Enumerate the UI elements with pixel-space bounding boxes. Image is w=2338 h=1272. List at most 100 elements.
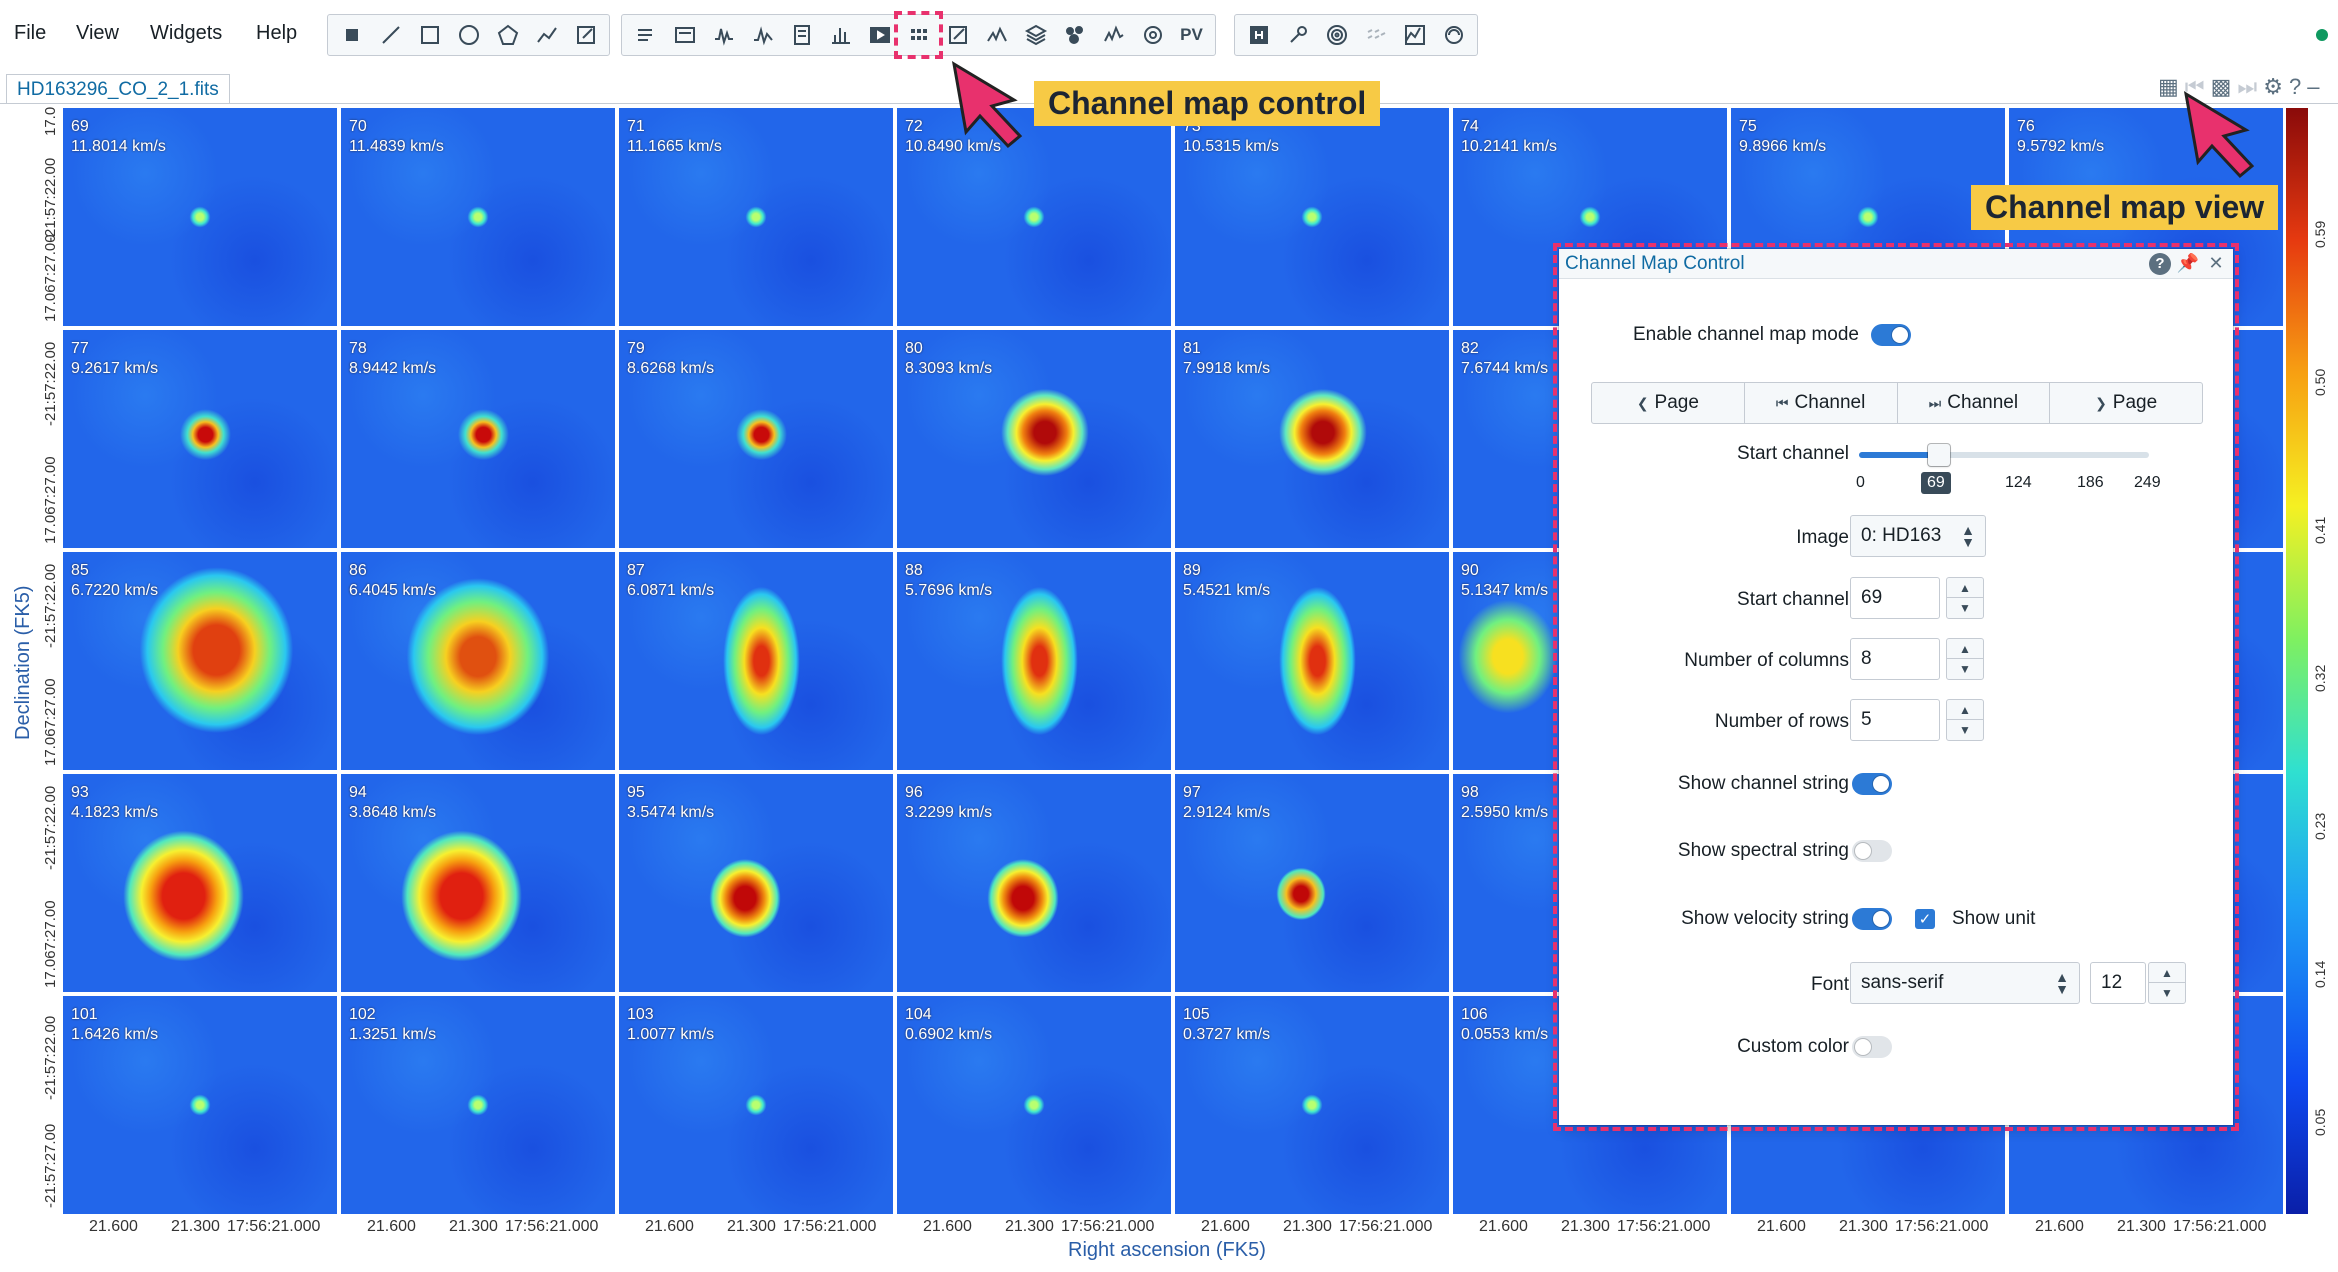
catalog-icon[interactable] [1055,16,1094,54]
channel-map-view-icon[interactable]: ▦ [2158,74,2179,99]
image-fitting-icon[interactable] [1395,16,1434,54]
channel-map-control-icon[interactable] [894,11,943,59]
channel-panel[interactable]: 81 7.9918 km/s [1175,330,1449,548]
help-icon[interactable]: ? [2288,74,2302,99]
previous-page-button[interactable]: ❮ Page [1592,383,1745,423]
hdu-header-icon[interactable] [1239,16,1278,54]
channel-panel[interactable]: 71 11.1665 km/s [619,108,893,326]
channel-panel[interactable]: 69 11.8014 km/s [63,108,337,326]
render-config-icon[interactable] [938,16,977,54]
stepper-down-icon[interactable]: ▼ [2161,986,2173,1000]
polyline-region-icon[interactable] [527,16,566,54]
spatial-profiler-icon[interactable] [704,16,743,54]
histogram-icon[interactable] [821,16,860,54]
font-size-stepper[interactable]: ▲ ▼ [2148,962,2186,1004]
layer-list-icon[interactable] [1016,16,1055,54]
channel-panel[interactable]: 79 8.6268 km/s [619,330,893,548]
stepper-down-icon[interactable]: ▼ [1959,662,1971,676]
columns-stepper[interactable]: ▲ ▼ [1946,638,1984,680]
channel-panel[interactable]: 78 8.9442 km/s [341,330,615,548]
stepper-up-icon[interactable]: ▲ [1947,578,1983,598]
close-icon[interactable]: ✕ [2208,253,2224,273]
channel-panel[interactable]: 97 2.9124 km/s [1175,774,1449,992]
help-icon[interactable]: ? [2149,252,2171,275]
show-spectral-toggle[interactable] [1852,840,1892,862]
online-catalog-icon[interactable] [1133,16,1172,54]
stepper-up-icon[interactable]: ▲ [2149,963,2185,983]
menu-view[interactable]: View [76,22,119,44]
start-channel-input[interactable]: 69 [1850,577,1940,619]
channel-panel[interactable]: 101 1.6426 km/s [63,996,337,1214]
channel-panel[interactable]: 73 10.5315 km/s [1175,108,1449,326]
channel-panel[interactable]: 88 5.7696 km/s [897,552,1171,770]
enable-channel-map-toggle[interactable] [1871,324,1911,346]
image-info-icon[interactable] [665,16,704,54]
menu-help[interactable]: Help [256,22,298,44]
start-channel-slider-handle[interactable] [1928,444,1950,466]
previous-image-icon[interactable]: ⏮ [2184,74,2205,99]
channel-panel[interactable]: 104 0.6902 km/s [897,996,1171,1214]
workspace-icon[interactable] [1434,16,1473,54]
polygon-region-icon[interactable] [488,16,527,54]
next-image-icon[interactable]: ⏭ [2237,74,2258,99]
font-size-input[interactable]: 12 [2090,962,2146,1004]
pv-generator-button[interactable]: PV [1180,25,1203,44]
channel-panel[interactable]: 72 10.8490 km/s [897,108,1171,326]
region-list-icon[interactable] [626,16,665,54]
stepper-up-icon[interactable]: ▲ [1947,700,1983,720]
contour-icon[interactable] [1317,16,1356,54]
point-region-icon[interactable] [332,16,371,54]
pin-icon[interactable]: 📌 [2176,253,2200,273]
rectangle-region-icon[interactable] [410,16,449,54]
channel-panel[interactable]: 70 11.4839 km/s [341,108,615,326]
channel-panel[interactable]: 86 6.4045 km/s [341,552,615,770]
animator-icon[interactable] [860,16,899,54]
channel-panel[interactable]: 80 8.3093 km/s [897,330,1171,548]
statistics-icon[interactable] [782,16,821,54]
columns-input[interactable]: 8 [1850,638,1940,680]
rows-stepper[interactable]: ▲ ▼ [1946,699,1984,741]
channel-panel[interactable]: 87 6.0871 km/s [619,552,893,770]
channel-panel[interactable]: 96 3.2299 km/s [897,774,1171,992]
stepper-down-icon[interactable]: ▼ [1959,723,1971,737]
menu-widgets[interactable]: Widgets [150,22,223,44]
line-region-icon[interactable] [371,16,410,54]
settings-gear-icon[interactable]: ⚙ [2263,74,2283,99]
dialog-header[interactable]: Channel Map Control ? 📌 ✕ [1559,249,2233,279]
next-page-button[interactable]: ❯ Page [2095,392,2158,413]
wrench-icon[interactable] [1278,16,1317,54]
stepper-up-icon[interactable]: ▲ [1947,639,1983,659]
menu-file[interactable]: File [14,22,47,44]
channel-panel[interactable]: 77 9.2617 km/s [63,330,337,548]
channel-panel[interactable]: 85 6.7220 km/s [63,552,337,770]
spectral-line-query-icon[interactable] [1094,16,1133,54]
stepper-down-icon[interactable]: ▼ [1959,601,1971,615]
channel-panel[interactable]: 89 5.4521 km/s [1175,552,1449,770]
custom-color-toggle[interactable] [1852,1036,1892,1058]
colorbar[interactable] [2286,108,2308,1214]
channel-panel[interactable]: 103 1.0077 km/s [619,996,893,1214]
minimize-icon[interactable]: – [2307,74,2320,99]
image-select[interactable]: 0: HD163 ▲ ▼ [1850,515,1986,557]
channel-panel[interactable]: 94 3.8648 km/s [341,774,615,992]
channel-panel[interactable]: 102 1.3251 km/s [341,996,615,1214]
channel-panel[interactable]: 95 3.5474 km/s [619,774,893,992]
spectral-profiler-icon[interactable] [743,16,782,54]
vector-overlay-icon[interactable] [1356,16,1395,54]
channel-panel[interactable]: 93 4.1823 km/s [63,774,337,992]
tile-view-icon[interactable]: ▩ [2210,74,2232,99]
next-channel-button[interactable]: ⏭ Channel [1898,383,2051,423]
show-velocity-toggle[interactable] [1852,908,1892,930]
image-tab[interactable]: HD163296_CO_2_1.fits [6,74,230,104]
rows-input[interactable]: 5 [1850,699,1940,741]
ellipse-region-icon[interactable] [449,16,488,54]
font-select[interactable]: sans-serif ▲ ▼ [1850,962,2080,1004]
show-channel-toggle[interactable] [1852,773,1892,795]
show-unit-checkbox[interactable]: ✓ [1915,909,1935,929]
start-channel-stepper[interactable]: ▲ ▼ [1946,577,1984,619]
annotation-edit-icon[interactable] [566,16,605,54]
start-channel-slider-track[interactable] [1859,452,2149,458]
stokes-analysis-icon[interactable] [977,16,1016,54]
channel-panel[interactable]: 105 0.3727 km/s [1175,996,1449,1214]
previous-channel-button[interactable]: ⏮ Channel [1745,383,1898,423]
